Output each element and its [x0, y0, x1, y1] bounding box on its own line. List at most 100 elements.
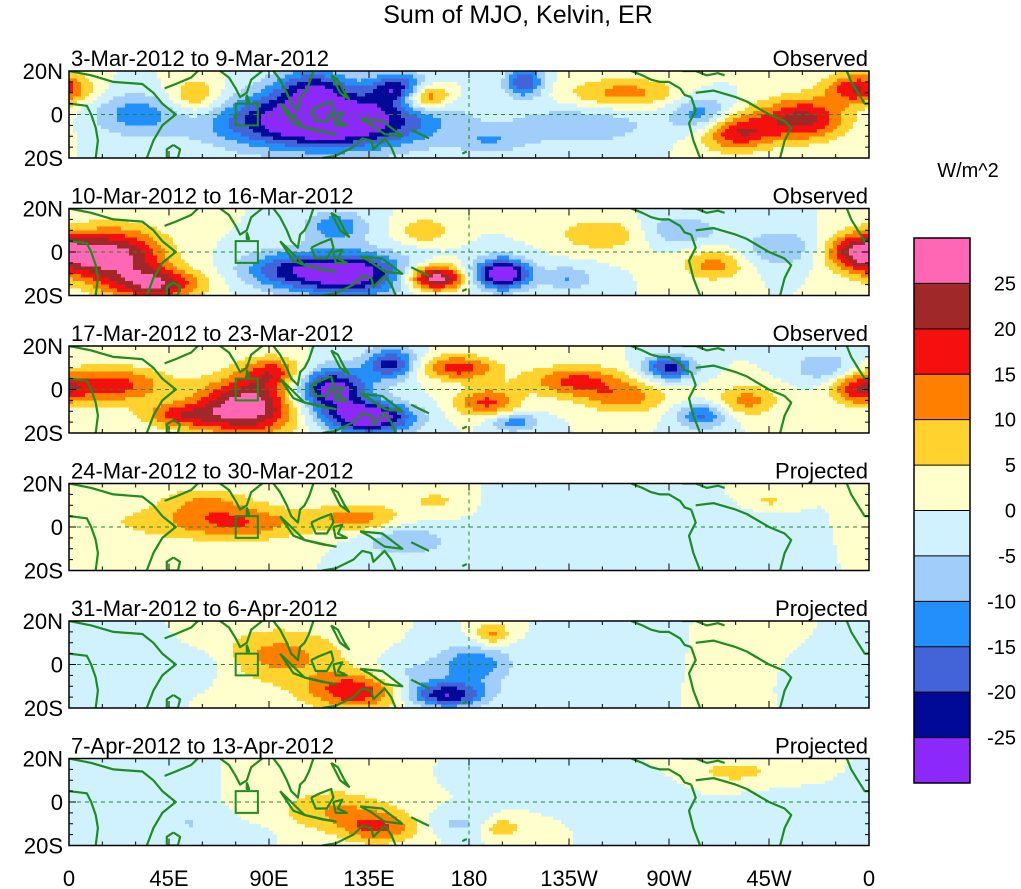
heatmap-cell — [329, 121, 334, 126]
heatmap-cell — [725, 110, 730, 116]
heatmap-cell — [861, 125, 866, 130]
heatmap-cell — [841, 150, 846, 155]
heatmap-cell — [321, 150, 326, 155]
heatmap-cell — [817, 114, 822, 119]
heatmap-cell — [257, 92, 262, 97]
heatmap-cell — [277, 208, 282, 213]
heatmap-cell — [293, 103, 298, 108]
heatmap-cell — [837, 114, 842, 119]
heatmap-cell — [365, 96, 370, 101]
heatmap-cell — [289, 154, 294, 158]
heatmap-cell — [149, 136, 154, 141]
heatmap-cell — [265, 89, 270, 94]
heatmap-cell — [309, 103, 314, 108]
heatmap-cell — [521, 143, 526, 148]
heatmap-cell — [673, 139, 678, 145]
heatmap-cell — [317, 100, 322, 105]
heatmap-cell — [257, 81, 262, 87]
heatmap-cell — [213, 107, 218, 112]
heatmap-cell — [293, 129, 298, 134]
heatmap-cell — [401, 107, 406, 112]
heatmap-cell — [233, 89, 238, 94]
heatmap-cell — [417, 74, 422, 79]
heatmap-cell — [685, 139, 690, 145]
heatmap-cell — [797, 78, 802, 83]
heatmap-cell — [109, 89, 114, 94]
heatmap-cell — [617, 143, 622, 148]
heatmap-cell — [685, 110, 690, 116]
heatmap-cell — [613, 147, 618, 152]
heatmap-cell — [157, 118, 162, 123]
heatmap-cell — [437, 114, 442, 119]
heatmap-cell — [301, 81, 306, 87]
heatmap-cell — [465, 132, 470, 137]
heatmap-cell — [797, 110, 802, 116]
heatmap-cell — [253, 208, 258, 213]
heatmap-cell — [721, 85, 726, 90]
heatmap-cell — [397, 150, 402, 155]
heatmap-cell — [465, 107, 470, 112]
heatmap-cell — [481, 143, 486, 148]
heatmap-cell — [529, 114, 534, 119]
heatmap-cell — [473, 92, 478, 97]
heatmap-cell — [429, 129, 434, 134]
heatmap-cell — [265, 132, 270, 137]
heatmap-cell — [581, 81, 586, 87]
heatmap-cell — [189, 150, 194, 155]
heatmap-cell — [281, 114, 286, 119]
heatmap-cell — [361, 100, 366, 105]
heatmap-cell — [581, 89, 586, 94]
heatmap-cell — [641, 100, 646, 105]
heatmap-cell — [161, 125, 166, 130]
heatmap-cell — [125, 89, 130, 94]
heatmap-cell — [293, 96, 298, 101]
heatmap-cell — [777, 132, 782, 137]
heatmap-cell — [229, 114, 234, 119]
heatmap-cell — [645, 129, 650, 134]
heatmap-cell — [697, 100, 702, 105]
heatmap-cell — [573, 154, 578, 158]
heatmap-cell — [661, 114, 666, 119]
heatmap-cell — [861, 89, 866, 94]
heatmap-cell — [497, 154, 502, 158]
heatmap-cell — [553, 92, 558, 97]
heatmap-cell — [845, 132, 850, 137]
heatmap-cell — [745, 103, 750, 108]
heatmap-cell — [249, 74, 254, 79]
heatmap-cell — [213, 78, 218, 83]
heatmap-cell — [529, 103, 534, 108]
heatmap-cell — [717, 143, 722, 148]
heatmap-cell — [141, 143, 146, 148]
heatmap-cell — [93, 85, 98, 90]
heatmap-cell — [401, 103, 406, 108]
heatmap-cell — [273, 143, 278, 148]
heatmap-cell — [569, 85, 574, 90]
heatmap-cell — [537, 92, 542, 97]
heatmap-cell — [465, 89, 470, 94]
heatmap-cell — [185, 125, 190, 130]
heatmap-cell — [229, 85, 234, 90]
heatmap-cell — [785, 96, 790, 101]
heatmap-cell — [549, 78, 554, 83]
heatmap-cell — [361, 150, 366, 155]
heatmap-cell — [841, 136, 846, 141]
heatmap-cell — [645, 103, 650, 108]
heatmap-cell — [101, 143, 106, 148]
heatmap-cell — [177, 208, 182, 213]
heatmap-cell — [485, 92, 490, 97]
heatmap-cell — [805, 132, 810, 137]
heatmap-cell — [589, 147, 594, 152]
heatmap-cell — [821, 110, 826, 116]
heatmap-cell — [477, 143, 482, 148]
heatmap-cell — [829, 103, 834, 108]
heatmap-cell — [341, 118, 346, 123]
heatmap-cell — [601, 154, 606, 158]
heatmap-cell — [189, 89, 194, 94]
heatmap-cell — [545, 114, 550, 119]
heatmap-cell — [73, 107, 78, 112]
heatmap-cell — [609, 125, 614, 130]
heatmap-cell — [329, 114, 334, 119]
heatmap-cell — [173, 100, 178, 105]
heatmap-cell — [833, 129, 838, 134]
heatmap-cell — [353, 136, 358, 141]
